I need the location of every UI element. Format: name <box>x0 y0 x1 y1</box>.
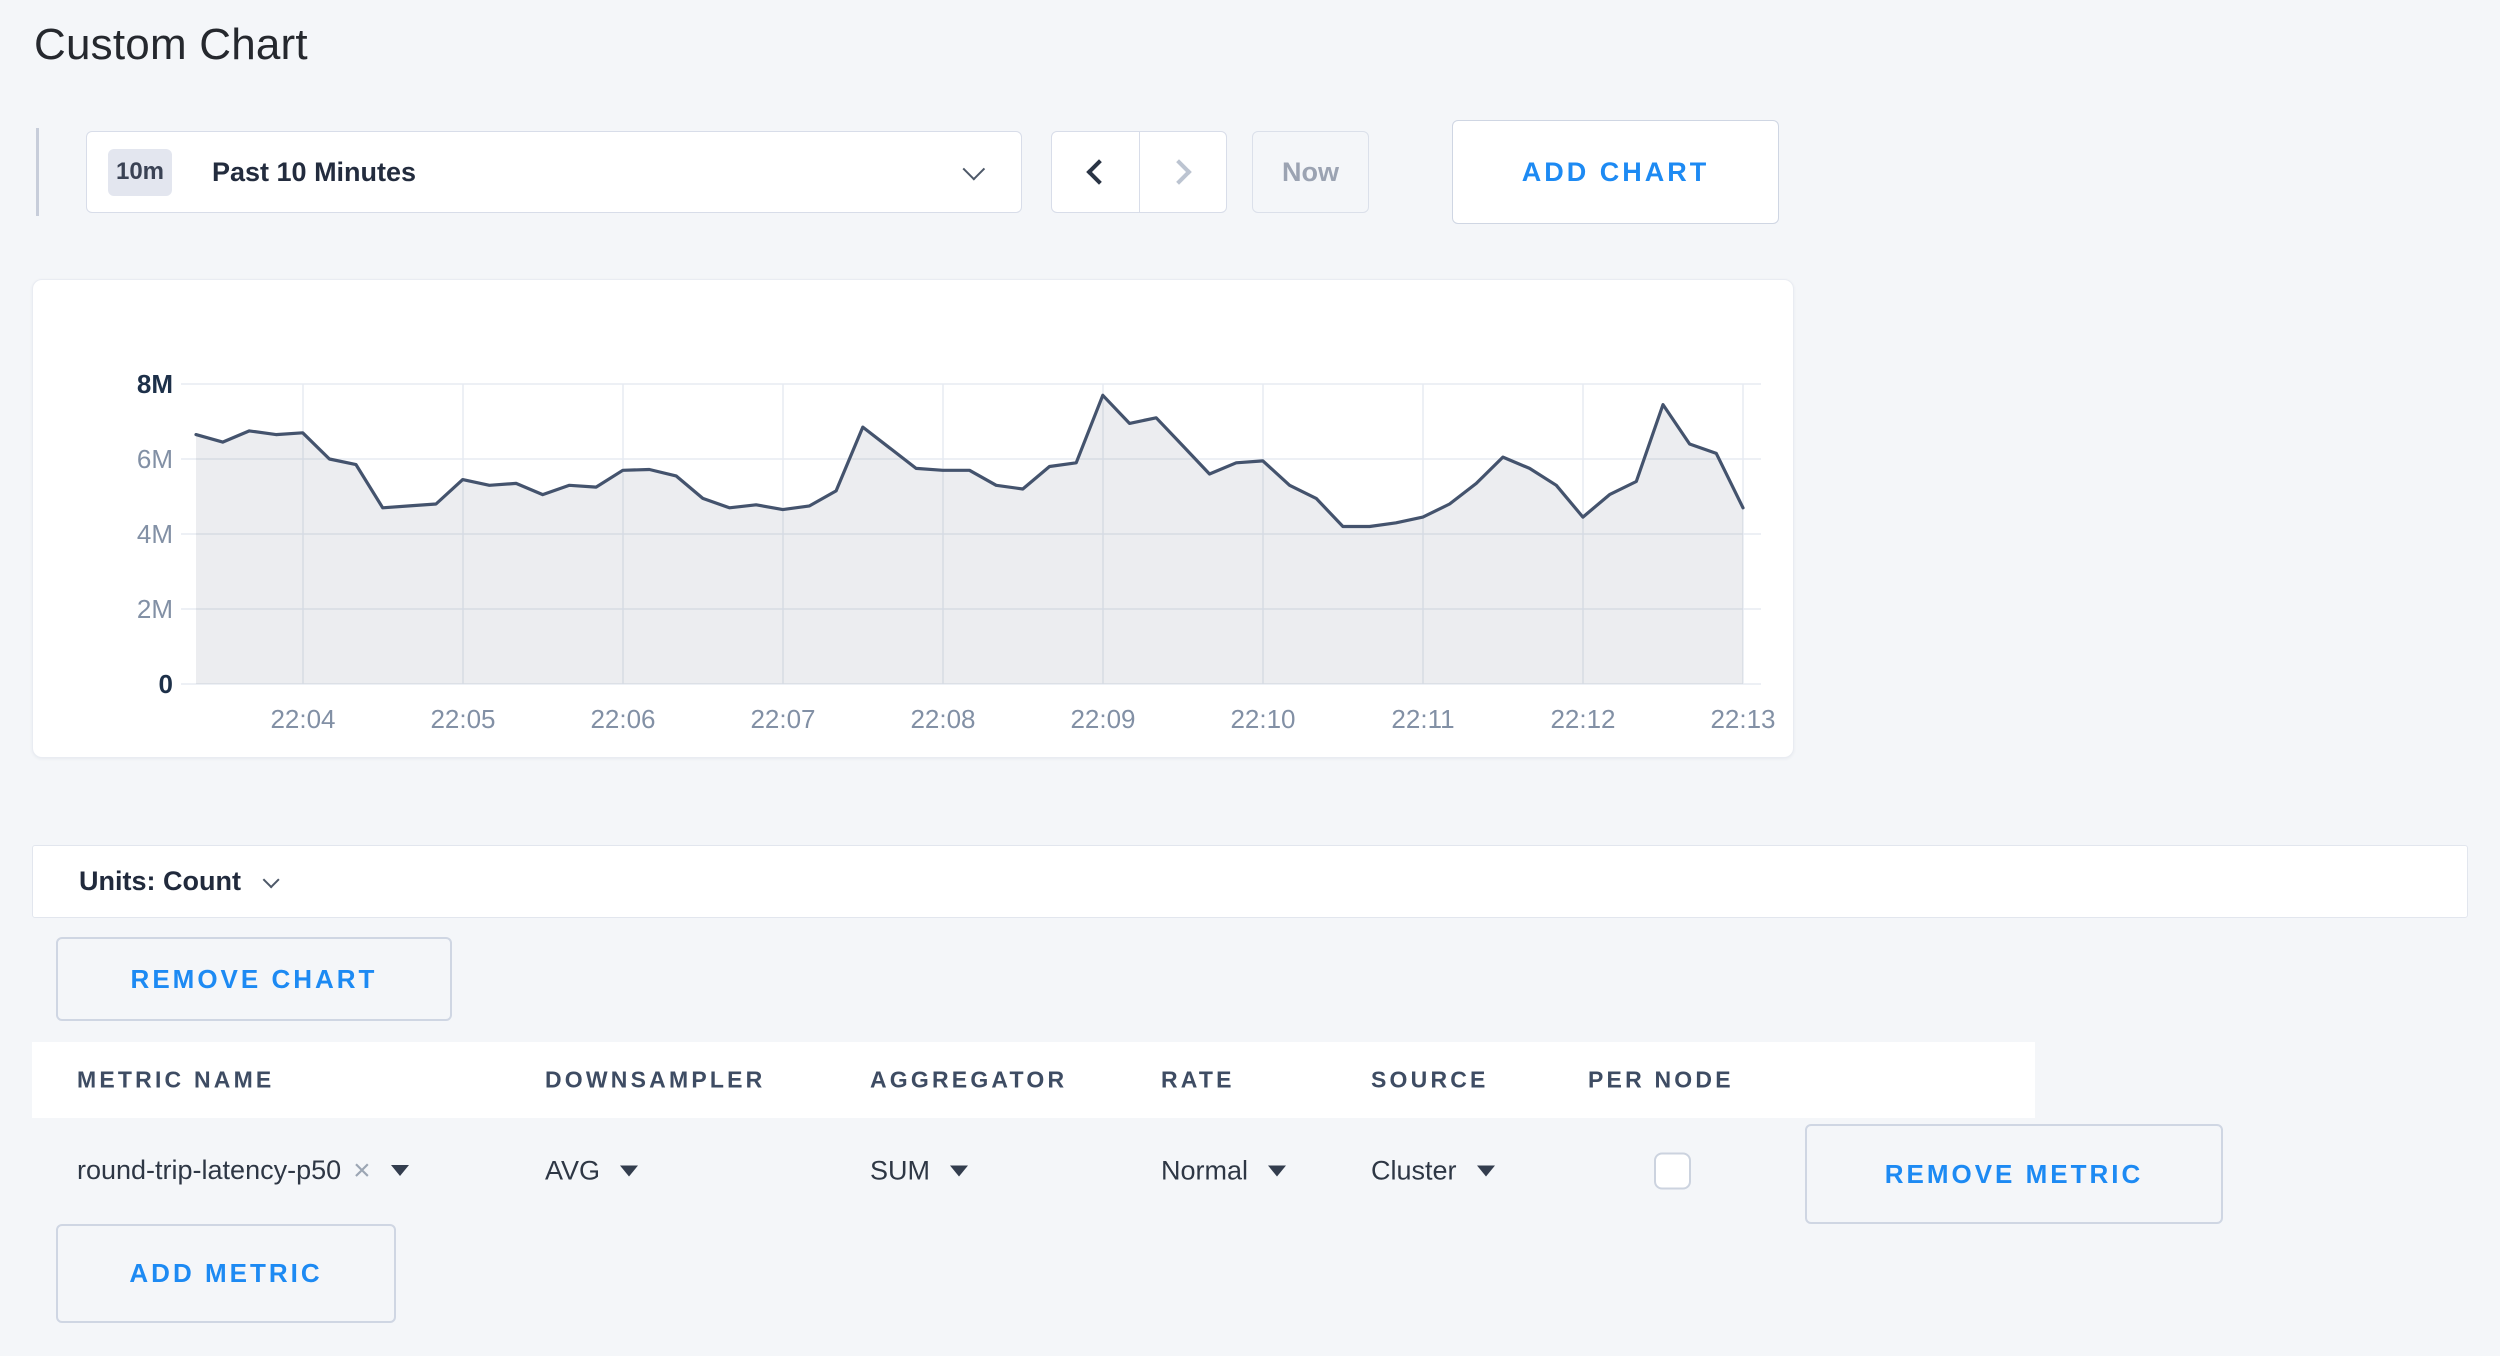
dropdown-arrow-icon <box>1476 1165 1495 1176</box>
downsampler-value: AVG <box>545 1155 601 1185</box>
add-chart-button[interactable]: ADD CHART <box>1452 120 1779 224</box>
column-header-downsampler: DOWNSAMPLER <box>545 1066 766 1093</box>
add-metric-button[interactable]: ADD METRIC <box>56 1224 396 1323</box>
next-time-button[interactable] <box>1138 132 1227 212</box>
table-row: round-trip-latency-p50 × AVG SUM Normal … <box>32 1118 2225 1224</box>
units-dropdown[interactable]: Units: Count <box>32 845 2468 918</box>
chevron-left-icon <box>1086 159 1112 185</box>
time-range-label: Past 10 Minutes <box>212 156 417 187</box>
dropdown-arrow-icon <box>390 1165 409 1176</box>
x-tick-22-12: 22:12 <box>1550 704 1615 734</box>
metric-name-value: round-trip-latency-p50 <box>77 1155 342 1185</box>
dropdown-arrow-icon <box>1268 1165 1287 1176</box>
column-header-aggregator: AGGREGATOR <box>870 1066 1068 1093</box>
time-range-dropdown[interactable]: 10m Past 10 Minutes <box>86 131 1022 213</box>
per-node-checkbox[interactable] <box>1654 1152 1691 1189</box>
chart-card: 8M 6M 4M 2M 0 22:04 22:05 22:06 22:07 22… <box>32 279 1794 758</box>
y-tick-2m: 2M <box>137 594 173 624</box>
rate-value: Normal <box>1161 1155 1249 1185</box>
metric-name-select[interactable]: round-trip-latency-p50 × <box>77 1154 409 1188</box>
chevron-down-icon <box>262 870 280 888</box>
y-tick-4m: 4M <box>137 519 173 549</box>
metrics-table-header: METRIC NAME DOWNSAMPLER AGGREGATOR RATE … <box>32 1042 2035 1118</box>
remove-chart-button[interactable]: REMOVE CHART <box>56 937 452 1021</box>
column-header-per-node: PER NODE <box>1588 1066 1734 1093</box>
metric-chart-svg: 8M 6M 4M 2M 0 22:04 22:05 22:06 22:07 22… <box>137 369 1776 734</box>
y-tick-0: 0 <box>159 669 173 699</box>
column-header-metric-name: METRIC NAME <box>77 1066 275 1093</box>
column-header-source: SOURCE <box>1371 1066 1489 1093</box>
now-button[interactable]: Now <box>1252 131 1369 213</box>
dropdown-arrow-icon <box>620 1165 639 1176</box>
x-tick-22-08: 22:08 <box>910 704 975 734</box>
source-value: Cluster <box>1371 1155 1457 1185</box>
units-dropdown-label: Units: Count <box>79 866 241 896</box>
aggregator-select[interactable]: SUM <box>870 1155 968 1186</box>
prev-time-button[interactable] <box>1052 132 1139 212</box>
time-pager <box>1051 131 1227 213</box>
chart-area-fill <box>196 395 1743 684</box>
y-tick-6m: 6M <box>137 444 173 474</box>
x-tick-22-06: 22:06 <box>590 704 655 734</box>
x-tick-22-05: 22:05 <box>430 704 495 734</box>
time-range-badge: 10m <box>108 148 172 196</box>
page-title: Custom Chart <box>34 20 308 69</box>
chevron-right-icon <box>1166 159 1192 185</box>
x-tick-22-11: 22:11 <box>1391 704 1454 734</box>
aggregator-value: SUM <box>870 1155 930 1185</box>
column-header-rate: RATE <box>1161 1066 1235 1093</box>
x-tick-22-04: 22:04 <box>270 704 335 734</box>
x-tick-22-07: 22:07 <box>750 704 815 734</box>
chevron-down-icon <box>962 157 986 181</box>
x-tick-22-13: 22:13 <box>1710 704 1775 734</box>
dropdown-arrow-icon <box>950 1165 968 1176</box>
toolbar-accent-bar <box>36 128 39 216</box>
clear-metric-icon[interactable]: × <box>353 1153 371 1187</box>
x-tick-22-09: 22:09 <box>1070 704 1135 734</box>
x-tick-22-10: 22:10 <box>1230 704 1295 734</box>
rate-select[interactable]: Normal <box>1161 1155 1287 1186</box>
downsampler-select[interactable]: AVG <box>545 1155 639 1186</box>
chart-series-line <box>194 393 1745 529</box>
source-select[interactable]: Cluster <box>1371 1155 1495 1186</box>
y-tick-8m: 8M <box>137 369 173 399</box>
remove-metric-button[interactable]: REMOVE METRIC <box>1805 1124 2223 1224</box>
